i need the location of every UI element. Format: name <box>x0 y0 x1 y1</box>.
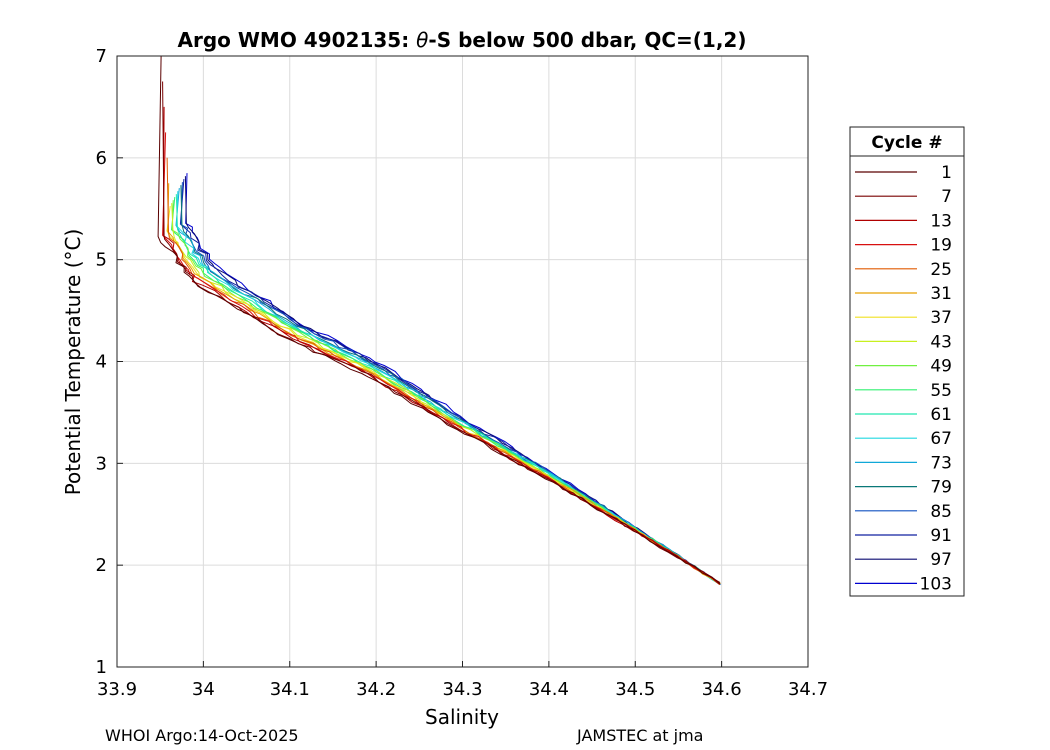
x-tick-label: 34.2 <box>356 679 396 700</box>
footer-source: WHOI Argo:14-Oct-2025 <box>105 726 299 745</box>
title-theta: θ <box>416 28 428 52</box>
legend-label-37: 37 <box>930 308 952 328</box>
series-line-cycle-1 <box>157 55 721 584</box>
legend-label-25: 25 <box>930 260 952 280</box>
footer-credit: JAMSTEC at jma <box>577 726 704 745</box>
y-tick-label: 5 <box>96 250 107 271</box>
x-tick-label: 34 <box>192 679 215 700</box>
legend-title: Cycle # <box>871 133 942 153</box>
series-line-cycle-13 <box>162 106 721 585</box>
legend-box <box>849 126 965 597</box>
title-prefix: Argo WMO 4902135: <box>178 28 417 52</box>
legend-label-43: 43 <box>930 332 952 352</box>
x-tick-label: 34.1 <box>270 679 310 700</box>
y-tick-labels: 1 2 3 4 5 6 7 <box>96 46 123 678</box>
x-tick-label: 34.6 <box>702 679 742 700</box>
y-tick-label: 1 <box>96 657 107 678</box>
x-tick-label: 34.7 <box>788 679 828 700</box>
legend-label-61: 61 <box>930 405 952 425</box>
title-suffix: -S below 500 dbar, QC=(1,2) <box>428 28 746 52</box>
grid-lines <box>117 56 808 667</box>
x-tick-label: 34.5 <box>615 679 655 700</box>
legend: Cycle # 1 7 13 19 25 31 37 43 49 55 61 67 73 79 85 91 97… <box>849 126 965 597</box>
legend-label-7: 7 <box>941 187 952 207</box>
x-tick-label: 34.4 <box>529 679 569 700</box>
chart-title: Argo WMO 4902135: θ-S below 500 dbar, QC… <box>178 28 747 52</box>
y-tick-label: 2 <box>96 555 107 576</box>
legend-label-49: 49 <box>930 357 952 377</box>
x-tick-label: 33.9 <box>97 679 137 700</box>
series-lines <box>157 55 721 586</box>
y-tick-label: 7 <box>96 46 107 67</box>
legend-label-85: 85 <box>930 502 952 522</box>
legend-label-79: 79 <box>930 478 952 498</box>
legend-label-31: 31 <box>930 284 952 304</box>
x-axis-label: Salinity <box>425 705 499 729</box>
legend-label-67: 67 <box>930 429 952 449</box>
y-tick-label: 4 <box>96 352 107 373</box>
x-tick-label: 34.3 <box>442 679 482 700</box>
y-axis-label: Potential Temperature (°C) <box>61 229 85 496</box>
legend-items: 1 7 13 19 25 31 37 43 49 55 61 67 73 79 85 91 97 103 <box>855 163 952 594</box>
legend-label-73: 73 <box>930 453 952 473</box>
legend-label-1: 1 <box>941 163 952 183</box>
legend-label-13: 13 <box>930 211 952 231</box>
y-tick-label: 6 <box>96 148 107 169</box>
y-tick-label: 3 <box>96 453 107 474</box>
x-tick-labels: 33.9 34 34.1 34.2 34.3 34.4 34.5 34.6 34.7 <box>97 661 828 700</box>
legend-label-91: 91 <box>930 526 952 546</box>
legend-label-55: 55 <box>930 381 952 401</box>
legend-label-19: 19 <box>930 236 952 256</box>
legend-label-103: 103 <box>920 574 952 594</box>
legend-label-97: 97 <box>930 550 952 570</box>
